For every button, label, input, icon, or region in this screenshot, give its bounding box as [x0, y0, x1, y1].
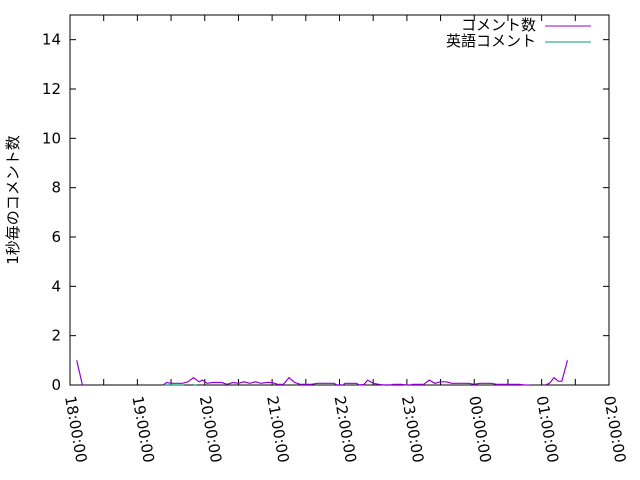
x-tick-label: 01:00:00: [533, 395, 562, 464]
x-tick-label: 20:00:00: [196, 395, 225, 464]
y-tick-label: 0: [51, 376, 61, 394]
y-tick-label: 12: [42, 80, 61, 98]
x-tick-label: 02:00:00: [600, 395, 629, 464]
x-tick-label: 21:00:00: [263, 395, 292, 464]
y-tick-label: 4: [51, 277, 61, 295]
x-tick-label: 18:00:00: [61, 395, 90, 464]
legend: コメント数 英語コメント: [446, 16, 591, 50]
x-tick-label: 19:00:00: [128, 395, 157, 464]
y-tick-label: 10: [42, 129, 61, 147]
y-tick-label: 6: [51, 228, 61, 246]
legend-label-1: 英語コメント: [446, 32, 536, 50]
plot-border: [69, 14, 610, 386]
y-tick-label: 14: [42, 31, 61, 49]
x-tick-label: 22:00:00: [331, 395, 360, 464]
x-tick-label: 00:00:00: [465, 395, 494, 464]
y-axis-label: 1秒毎のコメント数: [4, 135, 22, 265]
y-tick-label: 8: [51, 179, 61, 197]
legend-label-0: コメント数: [461, 16, 536, 34]
y-tick-label: 2: [51, 327, 61, 345]
x-tick-label: 23:00:00: [398, 395, 427, 464]
series-line-0: [76, 360, 569, 386]
